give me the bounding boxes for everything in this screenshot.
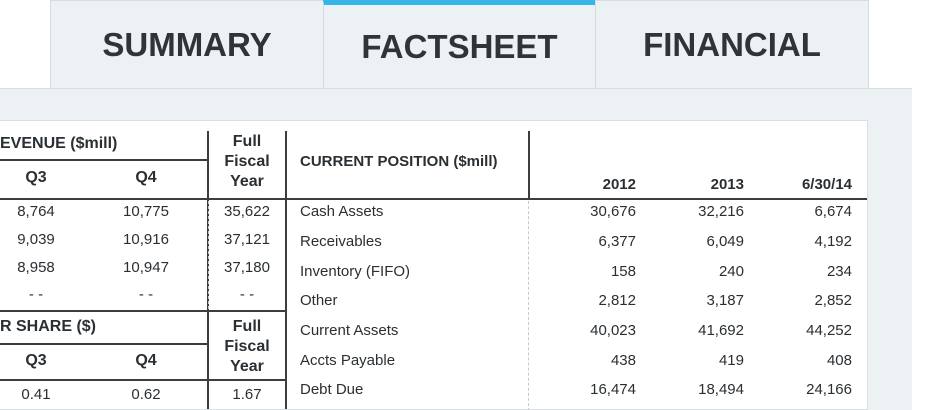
tab-bar: SUMMARY FACTSHEET FINANCIAL xyxy=(50,0,870,88)
share-table-title: R SHARE ($) xyxy=(0,318,97,335)
cp-row-value: 6,377 xyxy=(598,233,636,250)
cp-row-value: 234 xyxy=(826,263,852,280)
revenue-r4-q3: - - xyxy=(28,286,44,303)
revenue-r2-q3: 9,039 xyxy=(17,231,55,248)
revenue-dash-divider xyxy=(208,201,209,309)
cp-row-value: 41,692 xyxy=(698,322,744,339)
cp-row-label: Receivables xyxy=(300,233,382,250)
cp-row-value: 6,674 xyxy=(814,203,852,220)
revenue-r3-full: 37,180 xyxy=(224,259,270,276)
cp-row-label: Current Assets xyxy=(300,322,399,339)
revenue-col-q3: Q3 xyxy=(25,169,47,186)
revenue-col-q4: Q4 xyxy=(135,169,157,186)
share-header-rule xyxy=(0,379,287,381)
section-divider xyxy=(285,131,287,409)
share-full-label-3: Year xyxy=(230,358,264,375)
share-col-q4: Q4 xyxy=(135,352,157,369)
cp-col-2013: 2013 xyxy=(710,176,744,193)
cp-row-label: Cash Assets xyxy=(300,203,384,220)
revenue-r3-q3: 8,958 xyxy=(17,259,55,276)
cp-row-value: 240 xyxy=(718,263,744,280)
cp-row-label: Inventory (FIFO) xyxy=(300,263,411,280)
share-r1-q4: 0.62 xyxy=(131,386,161,403)
cp-row-value: 158 xyxy=(610,263,636,280)
cp-row-value: 44,252 xyxy=(806,322,852,339)
revenue-r4-q4: - - xyxy=(138,286,154,303)
cp-row-value: 408 xyxy=(826,352,852,369)
tab-financial[interactable]: FINANCIAL xyxy=(595,0,869,88)
revenue-r1-q3: 8,764 xyxy=(17,203,55,220)
revenue-r1-full: 35,622 xyxy=(224,203,270,220)
share-r1-q3: 0.41 xyxy=(21,386,51,403)
revenue-header-rule xyxy=(0,198,287,200)
cp-row-value: 3,187 xyxy=(706,292,744,309)
revenue-r4-full: - - xyxy=(239,286,255,303)
revenue-title-rule xyxy=(0,159,207,161)
panel-right-edge xyxy=(912,88,928,410)
cp-row-value: 438 xyxy=(610,352,636,369)
current-position-dash-divider xyxy=(528,201,529,409)
cp-row-label: Accts Payable xyxy=(300,352,396,369)
revenue-r1-q4: 10,775 xyxy=(123,203,169,220)
cp-row-value: 18,494 xyxy=(698,381,744,398)
cp-row-label: Debt Due xyxy=(300,381,364,398)
cp-row-value: 2,812 xyxy=(598,292,636,309)
revenue-r3-q4: 10,947 xyxy=(123,259,169,276)
cp-row-value: 30,676 xyxy=(590,203,636,220)
share-r1-full: 1.67 xyxy=(232,386,262,403)
revenue-r2-q4: 10,916 xyxy=(123,231,169,248)
cp-col-2012: 2012 xyxy=(602,176,636,193)
cp-row-value: 2,852 xyxy=(814,292,852,309)
cp-row-value: 40,023 xyxy=(590,322,636,339)
tab-summary[interactable]: SUMMARY xyxy=(50,0,324,88)
share-full-label-1: Full xyxy=(232,318,262,335)
cp-row-label: Other xyxy=(300,292,338,309)
revenue-bottom-rule xyxy=(0,310,287,312)
revenue-r2-full: 37,121 xyxy=(224,231,270,248)
revenue-table-title: EVENUE ($mill) xyxy=(0,135,118,152)
cp-row-value: 24,166 xyxy=(806,381,852,398)
current-position-header-rule xyxy=(287,198,867,200)
cp-row-value: 419 xyxy=(718,352,744,369)
share-full-label-2: Fiscal xyxy=(224,338,270,355)
share-col-q3: Q3 xyxy=(25,352,47,369)
share-title-rule xyxy=(0,343,207,345)
cp-row-value: 16,474 xyxy=(590,381,636,398)
revenue-full-label-2: Fiscal xyxy=(224,153,270,170)
current-position-title-divider xyxy=(528,131,530,199)
cp-row-value: 4,192 xyxy=(814,233,852,250)
revenue-full-label-3: Year xyxy=(230,173,264,190)
cp-col-6-30-14: 6/30/14 xyxy=(801,176,852,193)
cp-row-value: 6,049 xyxy=(706,233,744,250)
factsheet-content: EVENUE ($mill) Full Fiscal Year Q3 Q4 8,… xyxy=(0,120,868,410)
revenue-full-label-1: Full xyxy=(232,133,262,150)
current-position-title: CURRENT POSITION ($mill) xyxy=(300,153,498,170)
tab-factsheet[interactable]: FACTSHEET xyxy=(323,0,596,88)
cp-row-value: 32,216 xyxy=(698,203,744,220)
